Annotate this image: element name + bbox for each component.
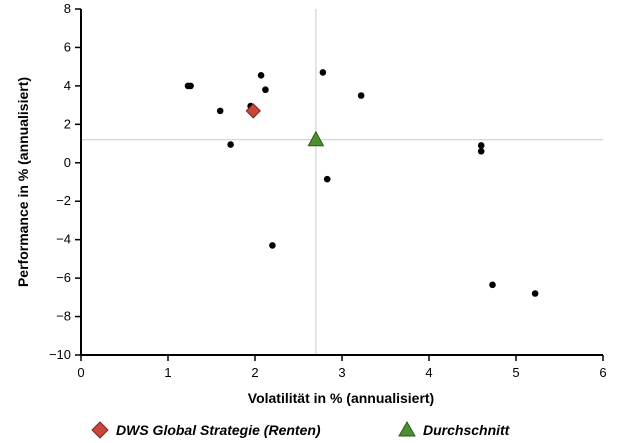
y-axis-ticks: −10 −8 −6 −4 −2 0 2 4 6 8 [49, 1, 81, 362]
x-tick-label: 6 [599, 365, 606, 380]
data-point [532, 290, 539, 297]
legend-label-average: Durchschnitt [423, 422, 511, 438]
y-tick-label: −8 [56, 309, 71, 324]
y-axis-title: Performance in % (annualisiert) [15, 77, 31, 287]
average-point [308, 132, 323, 146]
y-tick-label: −2 [56, 193, 71, 208]
legend-diamond-icon [92, 422, 108, 438]
data-point [262, 86, 269, 93]
y-tick-label: 4 [64, 78, 71, 93]
x-axis-title: Volatilität in % (annualisiert) [248, 390, 434, 406]
x-tick-label: 1 [164, 365, 171, 380]
legend-label-fund: DWS Global Strategie (Renten) [116, 422, 321, 438]
y-tick-label: 6 [64, 39, 71, 54]
legend-triangle-icon [399, 422, 415, 436]
data-point [358, 92, 365, 99]
data-point [324, 176, 331, 183]
data-point [217, 108, 224, 115]
data-point [320, 69, 327, 76]
data-point [269, 242, 276, 249]
x-tick-label: 3 [338, 365, 345, 380]
data-point [258, 72, 265, 79]
x-tick-label: 4 [425, 365, 432, 380]
y-tick-label: −10 [49, 347, 71, 362]
x-tick-label: 0 [77, 365, 84, 380]
x-axis-ticks: 0 1 2 3 4 5 6 [77, 355, 606, 380]
data-point [478, 148, 485, 155]
y-tick-label: 2 [64, 116, 71, 131]
legend-item-average: Durchschnitt [399, 422, 511, 438]
y-tick-label: 8 [64, 1, 71, 16]
x-tick-label: 2 [251, 365, 258, 380]
data-point [489, 282, 496, 289]
data-point [187, 83, 194, 90]
y-tick-label: −4 [56, 232, 71, 247]
data-points [185, 69, 539, 297]
legend: DWS Global Strategie (Renten) Durchschni… [92, 422, 511, 438]
data-point [227, 141, 234, 148]
y-tick-label: 0 [64, 155, 71, 170]
legend-item-fund: DWS Global Strategie (Renten) [92, 422, 321, 438]
data-point [478, 142, 485, 149]
x-tick-label: 5 [512, 365, 519, 380]
axes [81, 9, 603, 355]
reference-lines [81, 9, 603, 355]
y-tick-label: −6 [56, 270, 71, 285]
